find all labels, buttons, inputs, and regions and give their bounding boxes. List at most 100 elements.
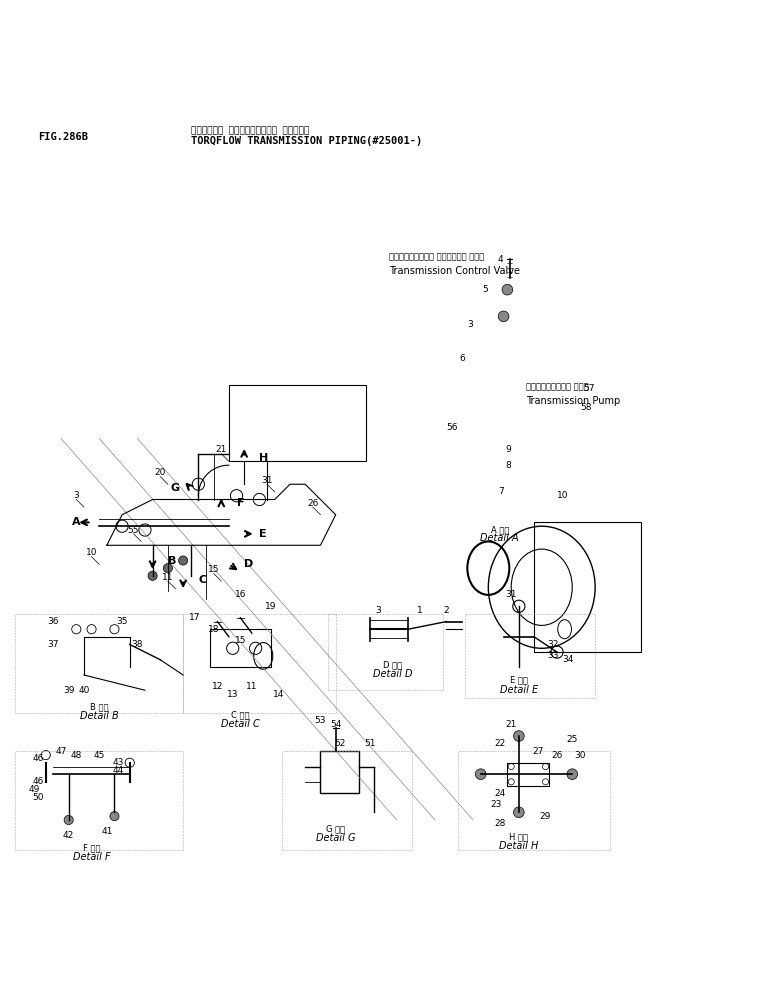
Text: 26: 26 xyxy=(552,750,562,759)
Text: Detail H: Detail H xyxy=(499,841,539,851)
Circle shape xyxy=(502,285,513,295)
Text: C: C xyxy=(198,574,207,584)
Circle shape xyxy=(163,563,172,572)
Text: 15: 15 xyxy=(208,565,220,574)
Text: H 詳細: H 詳細 xyxy=(510,832,528,841)
Text: 24: 24 xyxy=(494,789,505,798)
Text: 11: 11 xyxy=(246,682,258,691)
Text: 8: 8 xyxy=(505,461,511,470)
Bar xyxy=(328,614,443,690)
Text: D 詳細: D 詳細 xyxy=(383,660,403,669)
Text: C 詳細: C 詳細 xyxy=(231,710,250,719)
Text: 22: 22 xyxy=(494,739,505,748)
Text: 14: 14 xyxy=(273,689,284,698)
Circle shape xyxy=(64,815,73,824)
Text: 46: 46 xyxy=(33,754,43,763)
Text: 16: 16 xyxy=(234,590,246,599)
Text: 1: 1 xyxy=(417,605,423,614)
Text: Detail A: Detail A xyxy=(481,533,519,543)
Text: 5: 5 xyxy=(482,285,488,294)
Text: 44: 44 xyxy=(113,766,124,775)
Text: FIG.286B: FIG.286B xyxy=(38,132,89,142)
Circle shape xyxy=(179,556,188,565)
Circle shape xyxy=(567,769,578,779)
Text: 10: 10 xyxy=(557,492,568,500)
Text: 2: 2 xyxy=(443,605,449,614)
Text: 29: 29 xyxy=(540,811,551,820)
Circle shape xyxy=(148,571,157,580)
Text: 38: 38 xyxy=(131,640,143,649)
Text: 31: 31 xyxy=(505,590,517,599)
Bar xyxy=(229,385,366,462)
Text: 34: 34 xyxy=(563,655,574,664)
Bar xyxy=(458,751,610,850)
Text: Detail D: Detail D xyxy=(373,669,413,679)
Text: 26: 26 xyxy=(307,499,318,507)
Circle shape xyxy=(513,807,524,817)
Bar xyxy=(282,751,412,850)
Text: Detail G: Detail G xyxy=(316,833,356,843)
Circle shape xyxy=(475,769,486,779)
Text: 19: 19 xyxy=(265,601,277,610)
Text: 20: 20 xyxy=(155,469,166,478)
Bar xyxy=(534,522,641,652)
Circle shape xyxy=(110,811,119,821)
Text: B: B xyxy=(168,555,176,565)
Text: 52: 52 xyxy=(334,739,345,748)
Text: 18: 18 xyxy=(208,624,220,633)
Text: 25: 25 xyxy=(567,735,578,744)
Text: 33: 33 xyxy=(547,651,559,660)
Text: 45: 45 xyxy=(94,750,105,759)
Text: 55: 55 xyxy=(127,525,140,534)
Circle shape xyxy=(513,730,524,741)
Text: 6: 6 xyxy=(459,354,465,363)
Text: B 詳細: B 詳細 xyxy=(90,702,108,711)
Text: 50: 50 xyxy=(32,792,44,801)
Text: 48: 48 xyxy=(71,750,82,759)
Text: 9: 9 xyxy=(505,446,511,455)
Text: 17: 17 xyxy=(188,613,201,622)
Text: 4: 4 xyxy=(498,255,504,264)
Text: H: H xyxy=(259,453,269,463)
Text: Detail E: Detail E xyxy=(500,684,538,694)
Text: 40: 40 xyxy=(79,685,89,694)
Text: 41: 41 xyxy=(101,827,112,836)
Text: 12: 12 xyxy=(212,682,223,691)
Text: 27: 27 xyxy=(533,747,543,756)
Text: 35: 35 xyxy=(116,617,128,626)
Text: 47: 47 xyxy=(56,747,66,756)
Bar xyxy=(210,629,271,667)
Text: 56: 56 xyxy=(446,423,458,432)
Text: 3: 3 xyxy=(467,320,473,329)
Text: E: E xyxy=(259,528,267,538)
Text: 32: 32 xyxy=(548,640,559,649)
Text: 13: 13 xyxy=(227,689,239,698)
Text: 31: 31 xyxy=(261,476,273,485)
Text: 36: 36 xyxy=(47,617,60,626)
Bar xyxy=(507,762,549,785)
Bar xyxy=(465,614,595,698)
Text: A 詳細: A 詳細 xyxy=(491,525,509,534)
Text: Transmission Pump: Transmission Pump xyxy=(526,397,621,407)
Text: F 詳細: F 詳細 xyxy=(83,843,100,852)
Text: 28: 28 xyxy=(494,819,505,828)
Text: 43: 43 xyxy=(113,758,124,767)
Bar xyxy=(15,614,183,713)
Text: 42: 42 xyxy=(63,831,74,840)
Text: 3: 3 xyxy=(73,492,79,500)
Text: 21: 21 xyxy=(216,446,227,455)
Text: E 詳細: E 詳細 xyxy=(510,675,528,684)
Text: 11: 11 xyxy=(162,572,174,581)
Text: トルクフロー トランスミッション パイピング: トルクフロー トランスミッション パイピング xyxy=(191,127,309,136)
Text: 51: 51 xyxy=(364,739,376,748)
Text: F: F xyxy=(237,499,244,508)
Bar xyxy=(15,751,183,850)
Bar xyxy=(320,751,359,793)
Text: 54: 54 xyxy=(330,720,341,729)
Bar xyxy=(183,614,336,713)
Text: TORQFLOW TRANSMISSION PIPING(#25001-): TORQFLOW TRANSMISSION PIPING(#25001-) xyxy=(191,136,422,146)
Text: 49: 49 xyxy=(29,785,40,794)
Text: Detail C: Detail C xyxy=(221,719,259,729)
Text: D: D xyxy=(244,559,253,569)
Text: 53: 53 xyxy=(314,716,327,725)
